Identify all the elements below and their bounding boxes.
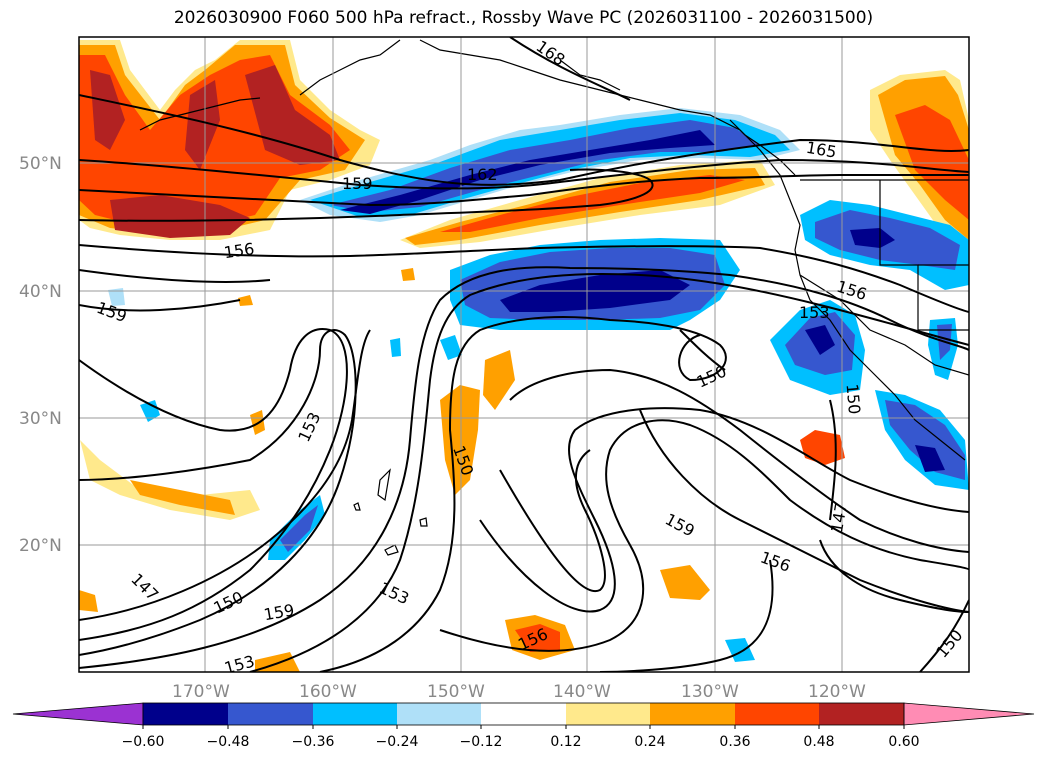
colorbar-segment [143,703,228,725]
lon-tick-label: 160°W [299,682,357,702]
colorbar-segment [566,703,650,725]
lat-tick-label: 30°N [19,409,62,429]
map-title: 2026030900 F060 500 hPa refract., Rossby… [173,8,874,28]
contour-label: 153 [222,652,256,678]
colorbar-tick-label: 0.36 [719,734,750,750]
coastlines [139,39,969,556]
colorbar-tick-label: −0.60 [122,734,165,750]
colorbar-segment [313,703,397,725]
colorbar-tick-label: 0.12 [550,734,581,750]
colorbar-segment [819,703,904,725]
colorbar-segment [228,703,313,725]
colorbar-tick-label: 0.24 [634,734,665,750]
lon-tick-label: 150°W [427,682,485,702]
negative-anomaly-shading [108,108,969,662]
colorbar-tick-label: −0.36 [292,734,335,750]
lat-tick-label: 50°N [19,154,62,174]
colorbar-tick-label: −0.12 [460,734,503,750]
colorbar-frame [142,702,905,726]
colorbar-tick-label: −0.24 [376,734,419,750]
contour-label: 150 [842,383,864,415]
colorbar-segment [650,703,735,725]
contour-label: 159 [342,174,373,193]
colorbar-segment [12,702,144,726]
colorbar: −0.60 −0.48 −0.36 −0.24 −0.12 0.12 0.24 … [12,702,1035,750]
colorbar-segment [397,703,481,725]
lon-tick-label: 120°W [808,682,866,702]
colorbar-tick-label: −0.48 [207,734,250,750]
colorbar-segment [903,702,1035,726]
contour-label: 162 [467,165,498,184]
colorbar-segment [481,703,566,725]
latitude-axis: 50°N 40°N 30°N 20°N [19,154,62,556]
lat-tick-label: 20°N [19,536,62,556]
longitude-axis: 170°W 160°W 150°W 140°W 130°W 120°W [172,682,866,702]
contour-label: 153 [799,303,830,322]
plot-frame [78,36,970,673]
lon-tick-label: 170°W [172,682,230,702]
lon-tick-label: 140°W [553,682,611,702]
lon-tick-label: 130°W [681,682,739,702]
lat-tick-label: 40°N [19,282,62,302]
colorbar-tick-label: 0.48 [803,734,834,750]
refractivity-contours [79,37,969,672]
contour-label: 156 [223,239,256,262]
colorbar-tick-label: 0.60 [888,734,919,750]
gridlines [79,37,969,672]
colorbar-segment [735,703,819,725]
